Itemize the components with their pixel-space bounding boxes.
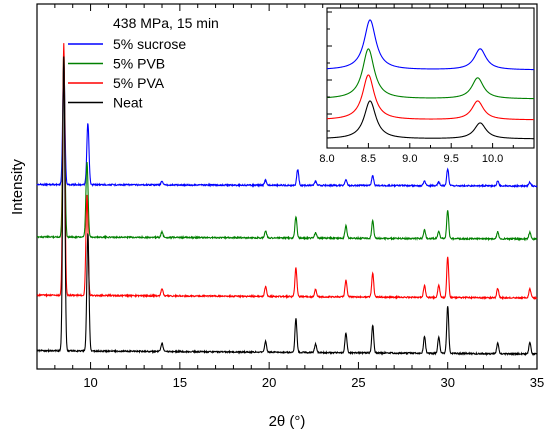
- legend-title: 438 MPa, 15 min: [113, 15, 219, 31]
- series-line-neat: [36, 56, 538, 357]
- inset-series-line-neat: [326, 100, 534, 140]
- inset-x-tick-label: 8.5: [361, 153, 376, 165]
- x-tick-label: 25: [351, 375, 365, 390]
- legend-entry: 5% PVA: [113, 75, 165, 91]
- x-axis-label: 2θ (°): [269, 413, 306, 430]
- legend-entry: Neat: [113, 95, 143, 111]
- legend-entry: 5% PVB: [113, 56, 165, 72]
- inset-x-tick-label: 10.0: [482, 153, 503, 165]
- inset: 8.0 8.5 9.0 9.5 10.0: [319, 7, 535, 165]
- x-tick-label: 10: [83, 375, 97, 390]
- x-axis-ticks: 10 15 20 25 30 35: [54, 4, 544, 390]
- x-tick-label: 15: [173, 375, 187, 390]
- inset-x-tick-label: 8.0: [319, 153, 334, 165]
- inset-x-axis-ticks: 8.0 8.5 9.0 9.5 10.0: [319, 11, 535, 165]
- y-axis-label: Intensity: [9, 159, 26, 215]
- inset-series-line-5-pvb: [326, 48, 535, 100]
- inset-traces: [326, 19, 535, 140]
- series-line-5-pvb: [36, 50, 538, 242]
- main-traces: [36, 43, 538, 357]
- legend: 438 MPa, 15 min 5% sucrose 5% PVB 5% PVA Ne…: [68, 15, 219, 111]
- inset-x-tick-label: 9.5: [444, 153, 459, 165]
- x-tick-label: 30: [440, 375, 454, 390]
- inset-series-line-5-sucrose: [326, 19, 534, 71]
- inset-frame: [326, 7, 535, 149]
- series-line-5-sucrose: [36, 61, 538, 189]
- inset-series-line-5-pva: [326, 74, 535, 121]
- legend-entry: 5% sucrose: [113, 36, 186, 52]
- x-tick-label: 20: [262, 375, 276, 390]
- inset-x-tick-label: 9.0: [402, 153, 417, 165]
- series-line-5-pva: [36, 43, 538, 301]
- x-tick-label: 35: [530, 375, 544, 390]
